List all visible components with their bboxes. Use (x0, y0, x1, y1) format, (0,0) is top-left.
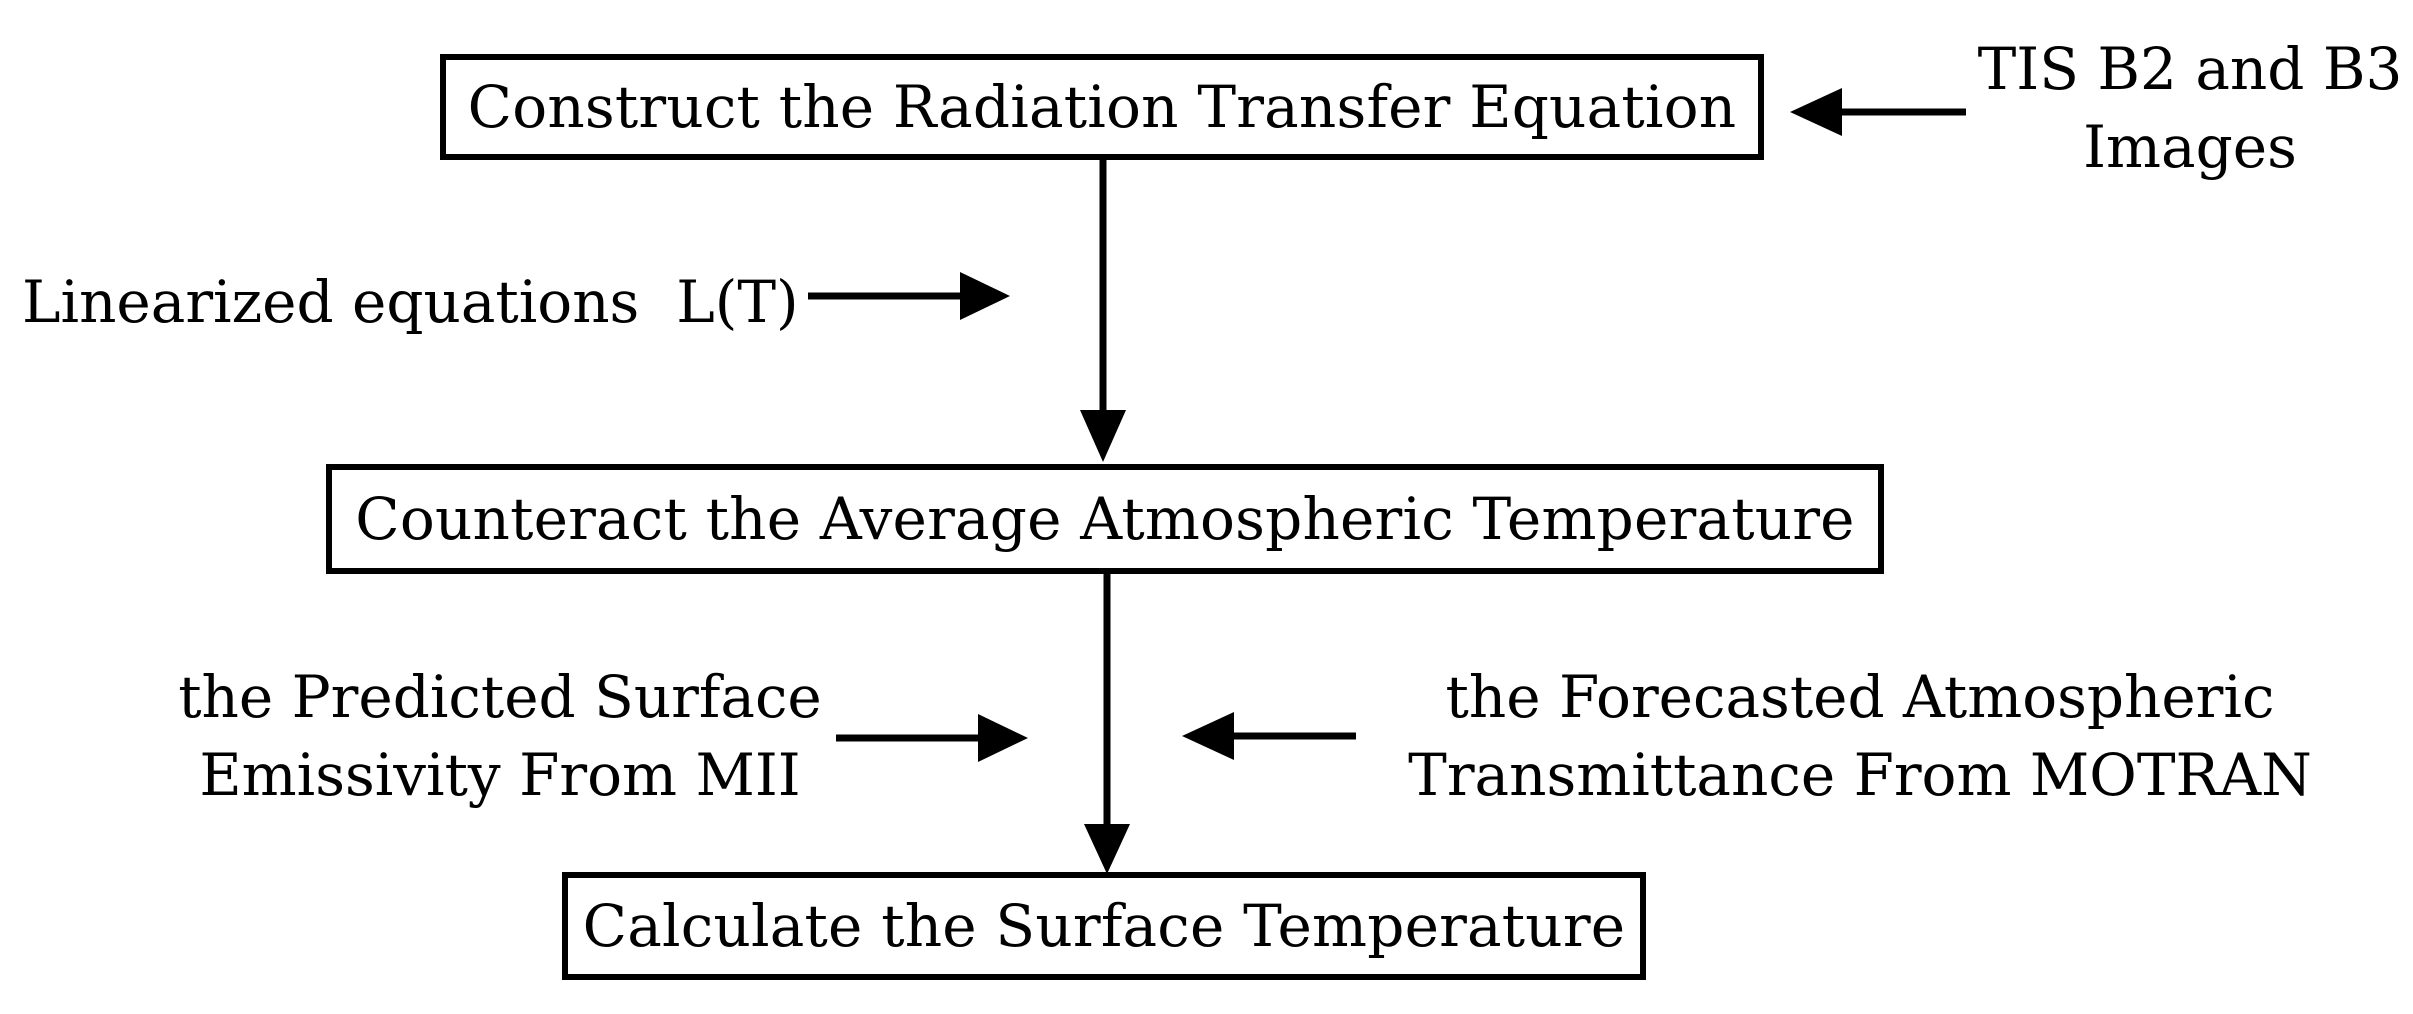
atmospheric-transmittance-line-1: the Forecasted Atmospheric (1445, 663, 2275, 731)
linearized-arrow-head (960, 272, 1010, 320)
calculate-surface-temperature-box: Calculate the Surface Temperature (562, 872, 1646, 980)
tis-images-line-1: TIS B2 and B3 (1977, 35, 2403, 103)
linearized-equations-label: Linearized equations L(T) (22, 268, 799, 336)
tis-images-input: TIS B2 and B3 Images (1970, 30, 2410, 186)
surface-emissivity-input: the Predicted Surface Emissivity From MI… (150, 658, 850, 814)
construct-equation-box: Construct the Radiation Transfer Equatio… (440, 54, 1764, 160)
counteract-temperature-label: Counteract the Average Atmospheric Tempe… (355, 485, 1855, 553)
tis-images-line-2: Images (2083, 113, 2297, 181)
construct-equation-label: Construct the Radiation Transfer Equatio… (467, 73, 1737, 141)
calculate-surface-temperature-label: Calculate the Surface Temperature (582, 892, 1626, 960)
flow-arrow-2-head (1084, 824, 1130, 874)
counteract-temperature-box: Counteract the Average Atmospheric Tempe… (326, 464, 1884, 574)
atmospheric-transmittance-line-2: Transmittance From MOTRAN (1408, 741, 2312, 809)
linearized-equations-input: Linearized equations L(T) (22, 263, 802, 341)
atmospheric-transmittance-input: the Forecasted Atmospheric Transmittance… (1390, 658, 2330, 814)
transmittance-arrow-head (1182, 712, 1234, 760)
surface-emissivity-line-2: Emissivity From MII (199, 741, 801, 809)
flow-arrow-1-head (1080, 410, 1126, 462)
tis-arrow-head (1790, 88, 1842, 136)
emissivity-arrow-head (978, 714, 1028, 762)
surface-emissivity-line-1: the Predicted Surface (178, 663, 822, 731)
